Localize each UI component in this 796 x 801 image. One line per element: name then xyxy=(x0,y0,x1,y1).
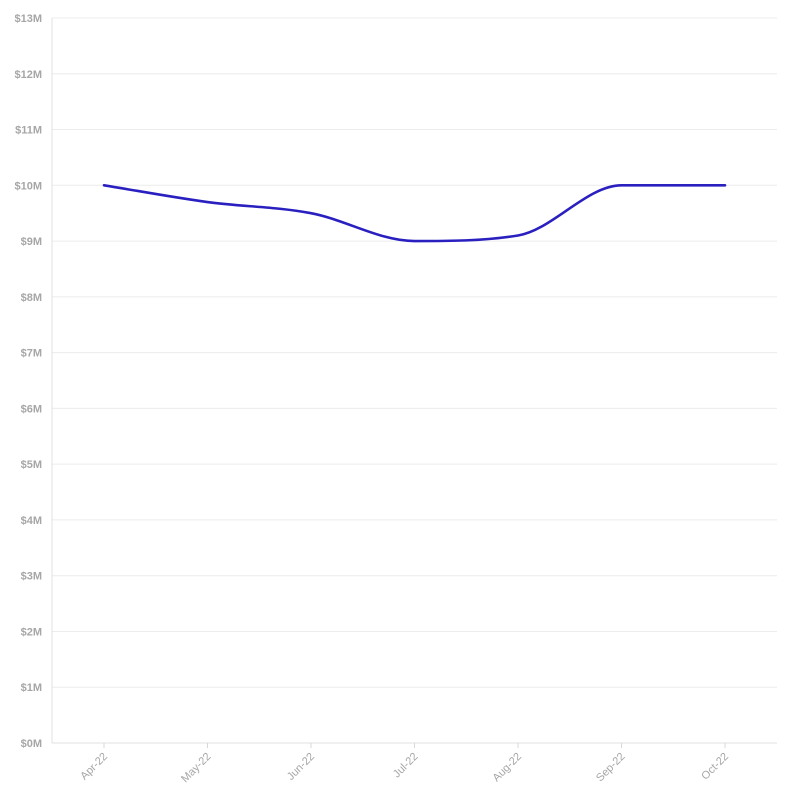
y-tick-label: $12M xyxy=(14,69,42,81)
x-axis-tick-labels: Apr-22 May-22 Jun-22 Jul-22 Aug-22 Sep-22 Oct-… xyxy=(78,751,731,785)
x-tick-label: Jun-22 xyxy=(285,751,317,783)
y-tick-label: $0M xyxy=(21,738,42,750)
y-tick-label: $1M xyxy=(21,682,42,694)
x-tick-label: May-22 xyxy=(179,751,213,785)
series-layer xyxy=(102,184,727,243)
x-tick-label: Sep-22 xyxy=(594,751,628,785)
y-tick-label: $9M xyxy=(21,236,42,248)
y-tick-label: $8M xyxy=(21,292,42,304)
y-axis-tick-labels: $0M $1M $2M $3M $4M $5M $6M $7M $8M $9M $10M $11M $1… xyxy=(14,13,42,750)
y-tick-label: $7M xyxy=(21,348,42,360)
x-tick-label: Apr-22 xyxy=(78,751,110,783)
y-tick-label: $13M xyxy=(14,13,42,25)
y-tick-label: $6M xyxy=(21,403,42,415)
y-tick-label: $2M xyxy=(21,626,42,638)
y-tick-label: $11M xyxy=(15,125,42,137)
y-tick-label: $5M xyxy=(21,459,42,471)
x-tick-label: Aug-22 xyxy=(491,751,525,785)
y-tick-label: $4M xyxy=(21,515,42,527)
series-line xyxy=(102,184,727,243)
y-tick-label: $3M xyxy=(21,571,42,583)
x-tick-label: Oct-22 xyxy=(699,751,731,783)
y-tick-label: $10M xyxy=(14,180,42,192)
grid-layer xyxy=(52,17,777,744)
axis-layer xyxy=(51,18,777,748)
x-tick-label: Jul-22 xyxy=(391,751,421,781)
